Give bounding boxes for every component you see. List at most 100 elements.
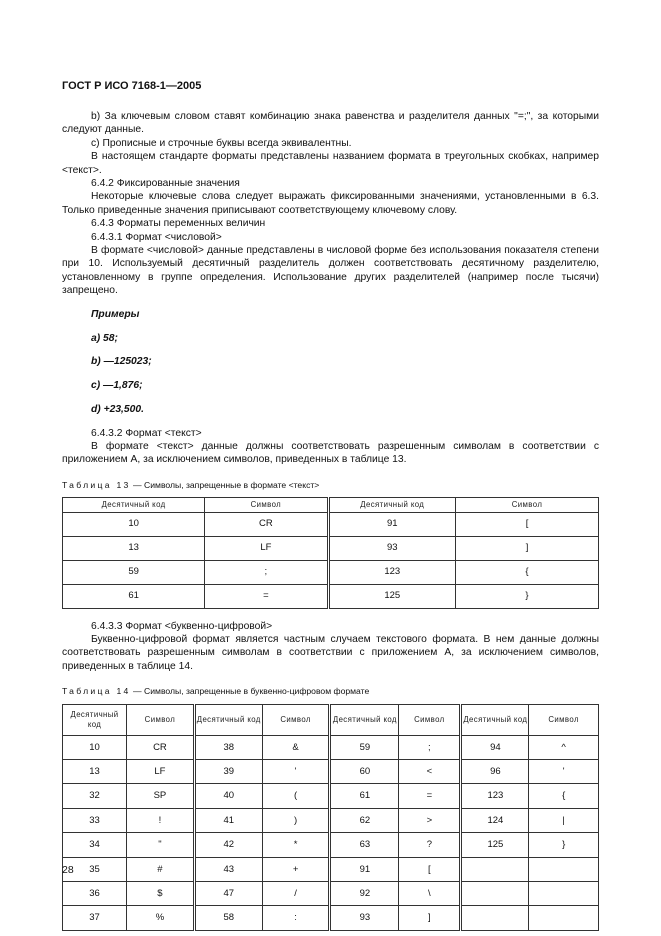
column-header: Десятичный код	[61, 703, 128, 736]
table-cell: }	[455, 583, 599, 609]
table-cell: \	[398, 880, 462, 907]
document-body: b) За ключевым словом ставят комбинацию …	[61, 110, 599, 931]
caption-text: — Символы, запрещенные в формате <текст>	[130, 479, 320, 490]
table-cell: 36	[61, 880, 128, 907]
table-cell: [	[398, 856, 462, 882]
table-row: 34 " 42 * 63? 125}	[61, 832, 599, 858]
table-cell: SP	[126, 783, 195, 809]
table-cell: ;	[398, 734, 462, 760]
paragraph: b) За ключевым словом ставят комбинацию …	[62, 111, 599, 136]
table-cell: 41	[192, 807, 263, 834]
table-cell: <	[398, 758, 462, 785]
paragraph: c) —1,876;	[91, 380, 143, 392]
table-cell: %	[126, 905, 195, 931]
table-cell: 47	[192, 880, 263, 907]
table-cell: 39	[192, 758, 263, 785]
table-cell: 37	[61, 905, 128, 931]
table-cell: /	[261, 880, 331, 907]
column-header: Десятичный код	[326, 497, 457, 513]
table-cell: =	[398, 783, 462, 809]
table-row: 35 #43 +91[	[61, 856, 599, 882]
table-14-caption: Таблица 14 — Символы, запрещенные в букв…	[62, 685, 599, 698]
table-cell: *	[261, 832, 331, 858]
table-cell: "	[126, 832, 195, 858]
table-cell: 63	[328, 832, 400, 858]
table-cell: '	[528, 758, 599, 785]
paragraph: 6.4.3.2 Формат <текст>	[91, 427, 202, 439]
table-cell: 93	[328, 905, 400, 931]
table-cell: }	[528, 832, 599, 858]
table-cell: 34	[61, 832, 128, 858]
table-cell: 59	[61, 559, 206, 585]
table-cell: 10	[61, 511, 206, 537]
column-header: Символ	[261, 703, 331, 736]
column-header: Десятичный код	[192, 703, 263, 736]
table-cell: 124	[459, 807, 530, 834]
paragraph: 6.4.3.3 Формат <буквенно-цифровой>	[91, 620, 273, 632]
paragraph: Примеры	[91, 308, 140, 320]
table-cell: 123	[326, 559, 457, 585]
table-cell: CR	[126, 734, 195, 760]
column-header: Десятичный код	[61, 497, 206, 513]
table-cell: #	[126, 856, 195, 882]
table-row: 13 LF 93]	[61, 535, 599, 561]
table-cell: !	[126, 807, 195, 834]
paragraph: c) Прописные и строчные буквы всегда экв…	[91, 137, 352, 149]
table-cell: CR	[204, 511, 329, 537]
column-header: Десятичный код	[459, 703, 530, 736]
table-cell: 13	[61, 758, 128, 785]
table-cell: 92	[328, 880, 400, 907]
document-header: ГОСТ Р ИСО 7168-1—2005	[62, 80, 202, 92]
column-header: Десятичный код	[328, 703, 400, 736]
table-row: 10 CR 38 & 59; 94 ^	[61, 734, 599, 760]
table-header-row: Десятичный код Символ Десятичный код Символ…	[61, 703, 599, 736]
table-cell: 125	[459, 832, 530, 858]
table-cell: ^	[528, 734, 599, 760]
paragraph: В настоящем стандарте форматы представле…	[62, 151, 599, 176]
table-cell: 94	[459, 734, 530, 760]
table-row: 32 SP 40(61 = 123{	[61, 783, 599, 809]
table-cell: ]	[398, 905, 462, 931]
table-cell: 91	[328, 856, 400, 882]
table-cell: 61	[328, 783, 400, 809]
table-row: 13 LF 39 ' 60 <96 '	[61, 758, 599, 785]
table-cell: 32	[61, 783, 128, 809]
table-cell: 61	[61, 583, 206, 609]
table-cell: ]	[455, 535, 599, 561]
table-cell	[459, 856, 530, 882]
page-number: 28	[62, 864, 74, 876]
caption-prefix: Таблица 14	[62, 686, 131, 697]
table-cell: LF	[126, 758, 195, 785]
paragraph: Некоторые ключевые слова следует выражат…	[62, 191, 599, 216]
table-cell: )	[261, 807, 331, 834]
table-cell: {	[455, 559, 599, 585]
table-cell: $	[126, 880, 195, 907]
table-13: Десятичный код Символ Десятичный код Символ…	[61, 497, 599, 609]
table-cell: 38	[192, 734, 263, 760]
paragraph: Буквенно-цифровой формат является частны…	[62, 633, 599, 672]
table-cell: ?	[398, 832, 462, 858]
table-cell: |	[528, 807, 599, 834]
table-row: 59; 123{	[61, 559, 599, 585]
caption-prefix: Таблица 13	[62, 479, 131, 490]
column-header: Символ	[204, 497, 329, 513]
table-row: 33! 41) 62 >124 |	[61, 807, 599, 834]
table-cell: {	[528, 783, 599, 809]
paragraph: 6.4.3.1 Формат <числовой>	[91, 231, 222, 243]
column-header: Символ	[126, 703, 195, 736]
table-row: 61 = 125}	[61, 583, 599, 609]
table-cell: 40	[192, 783, 263, 809]
table-cell: 60	[328, 758, 400, 785]
table-cell: 59	[328, 734, 400, 760]
table-cell	[528, 880, 599, 907]
paragraph: В формате <числовой> данные представлены…	[62, 245, 599, 297]
paragraph: d) +23,500.	[91, 403, 144, 415]
paragraph: b) —125023;	[91, 356, 152, 368]
column-header: Символ	[398, 703, 462, 736]
table-cell: :	[261, 905, 331, 931]
table-cell: 93	[326, 535, 457, 561]
table-cell: 125	[326, 583, 457, 609]
table-cell	[528, 905, 599, 931]
table-13-caption: Таблица 13 — Символы, запрещенные в форм…	[62, 479, 599, 492]
column-header: Символ	[528, 703, 599, 736]
